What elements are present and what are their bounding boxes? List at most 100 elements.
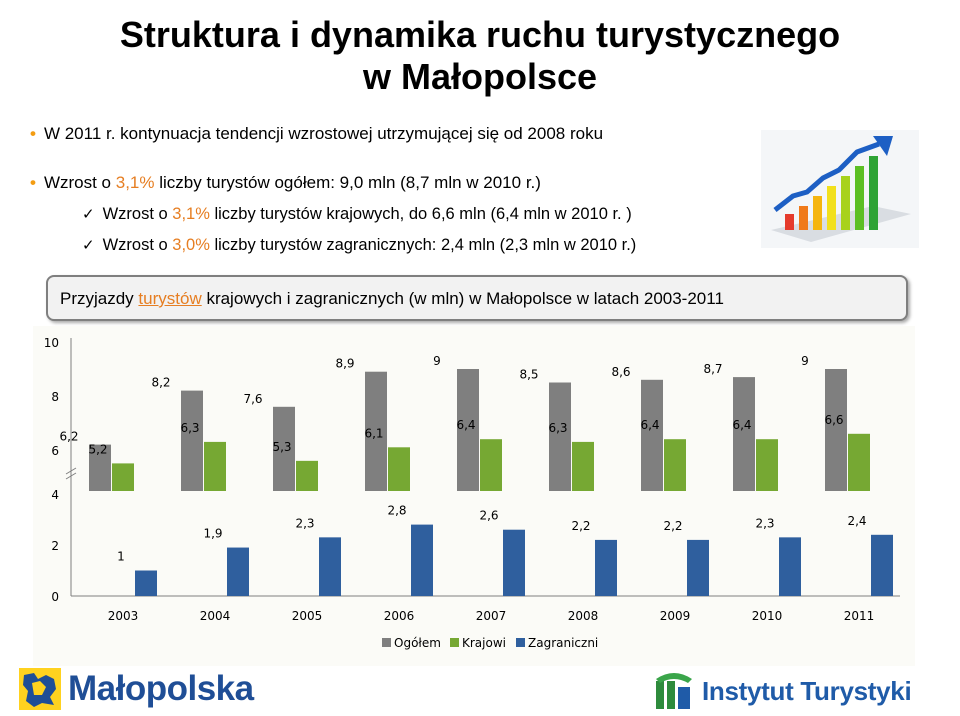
bar-foreign	[595, 539, 617, 596]
slide-title-line2: w Małopolsce	[362, 56, 598, 97]
label-domestic: 5,3	[272, 440, 291, 454]
label-domestic: 6,4	[456, 418, 475, 432]
percent-value: 3,0%	[172, 236, 210, 254]
checkmark-icon: ✓	[82, 237, 95, 254]
bar-chart: 0 2 4 6 8 10 6,2 5,2 1 2003 8,2 6,3 1,9 2004 7,6 5,3 2,3…	[44, 336, 900, 650]
legend-label: Ogółem	[394, 636, 441, 650]
bar-domestic	[480, 439, 502, 491]
check-item: ✓ Wzrost o 3,1% liczby turystów krajowych…	[82, 205, 632, 224]
bullet-text-pre: Wzrost o	[43, 173, 116, 192]
y-tick-label: 8	[51, 390, 59, 404]
label-total: 6,2	[59, 430, 78, 444]
x-tick-label: 2008	[568, 609, 599, 623]
x-tick-label: 2010	[752, 609, 783, 623]
percent-value: 3,1%	[172, 205, 210, 223]
bar-foreign	[779, 537, 801, 596]
label-foreign: 1,9	[203, 527, 222, 541]
bar-total	[549, 382, 571, 491]
label-total: 8,2	[151, 376, 170, 390]
y-tick-label: 6	[51, 444, 59, 458]
axis-break-mark	[65, 467, 77, 475]
bar-total	[273, 406, 295, 491]
malopolska-logo-icon	[19, 668, 61, 710]
label-foreign: 2,6	[479, 509, 498, 523]
label-domestic: 6,6	[824, 413, 843, 427]
check-text-post: liczby turystów zagranicznych: 2,4 mln (…	[209, 236, 637, 254]
bar-domestic	[112, 463, 134, 491]
label-foreign: 2,3	[755, 516, 774, 530]
x-tick-label: 2007	[476, 609, 507, 623]
bar-total	[733, 377, 755, 491]
label-total: 8,7	[703, 362, 722, 376]
chart-title-post: krajowych i zagranicznych (w mln) w Mało…	[201, 289, 724, 308]
check-text-pre: Wzrost o	[102, 205, 173, 223]
legend-label: Zagraniczni	[528, 636, 598, 650]
label-domestic: 6,4	[640, 418, 659, 432]
bar-total	[89, 444, 111, 491]
legend-swatch	[516, 638, 525, 647]
bar-domestic	[204, 441, 226, 491]
bullet-icon: •	[30, 173, 36, 192]
bar-foreign	[411, 524, 433, 596]
bullet-text-post: liczby turystów ogółem: 9,0 mln (8,7 mln…	[154, 173, 541, 192]
label-foreign: 2,2	[663, 519, 682, 533]
chart-title: Przyjazdy turystów krajowych i zagranicz…	[60, 289, 724, 309]
bar-foreign	[687, 539, 709, 596]
label-foreign: 2,8	[387, 504, 406, 518]
check-text-pre: Wzrost o	[102, 236, 173, 254]
check-text-post: liczby turystów krajowych, do 6,6 mln (6…	[209, 205, 632, 223]
bar-foreign	[871, 534, 893, 596]
malopolska-logo: Małopolska	[18, 664, 254, 714]
percent-value: 3,1%	[115, 173, 155, 192]
bar-foreign	[227, 547, 249, 596]
x-tick-label: 2006	[384, 609, 415, 623]
chart-title-link[interactable]: turystów	[138, 289, 202, 308]
label-foreign: 2,3	[295, 516, 314, 530]
legend-swatch	[382, 638, 391, 647]
growth-chart-icon	[761, 130, 919, 248]
x-tick-label: 2011	[844, 609, 875, 623]
malopolska-logo-text: Małopolska	[68, 669, 254, 708]
instytut-turystyki-logo-text: Instytut Turystyki	[702, 675, 912, 706]
bar-total	[457, 369, 479, 491]
label-foreign: 1	[117, 550, 125, 564]
label-domestic: 6,1	[364, 426, 383, 440]
bar-foreign	[319, 537, 341, 596]
label-domestic: 6,4	[732, 418, 751, 432]
chart-title-box: Przyjazdy turystów krajowych i zagranicz…	[46, 275, 908, 321]
label-domestic: 6,3	[180, 421, 199, 435]
slide-title-line1: Struktura i dynamika ruchu turystycznego	[119, 14, 841, 55]
check-item: ✓ Wzrost o 3,0% liczby turystów zagranicz…	[82, 236, 636, 255]
y-tick-label: 4	[51, 488, 59, 502]
label-total: 9	[433, 354, 441, 368]
legend-label: Krajowi	[462, 636, 506, 650]
label-domestic: 6,3	[548, 421, 567, 435]
instytut-turystyki-logo-icon	[656, 673, 692, 709]
label-total: 7,6	[243, 392, 262, 406]
bar-domestic	[848, 433, 870, 491]
bar-total	[825, 369, 847, 491]
x-tick-label: 2004	[200, 609, 231, 623]
label-total: 8,5	[519, 368, 538, 382]
bar-foreign	[135, 570, 157, 596]
bar-domestic	[388, 447, 410, 491]
label-foreign: 2,4	[847, 514, 866, 528]
x-tick-label: 2009	[660, 609, 691, 623]
label-domestic: 5,2	[88, 442, 107, 456]
bar-domestic	[296, 460, 318, 491]
bullet-icon: •	[30, 124, 36, 143]
axis-break-mark	[65, 472, 77, 480]
y-tick-label: 0	[51, 590, 59, 604]
chart-title-pre: Przyjazdy	[60, 289, 139, 308]
x-tick-label: 2003	[108, 609, 139, 623]
legend-swatch	[450, 638, 459, 647]
checkmark-icon: ✓	[82, 206, 95, 223]
bar-total	[641, 379, 663, 491]
bar-domestic	[572, 441, 594, 491]
bar-domestic	[664, 439, 686, 491]
instytut-turystyki-logo: Instytut Turystyki	[652, 666, 912, 716]
bullet-text: W 2011 r. kontynuacja tendencji wzrostow…	[43, 124, 604, 143]
bullet-item: • Wzrost o 3,1% liczby turystów ogółem: 9…	[30, 173, 541, 193]
bullet-item: • W 2011 r. kontynuacja tendencji wzrosto…	[30, 124, 603, 144]
label-foreign: 2,2	[571, 519, 590, 533]
